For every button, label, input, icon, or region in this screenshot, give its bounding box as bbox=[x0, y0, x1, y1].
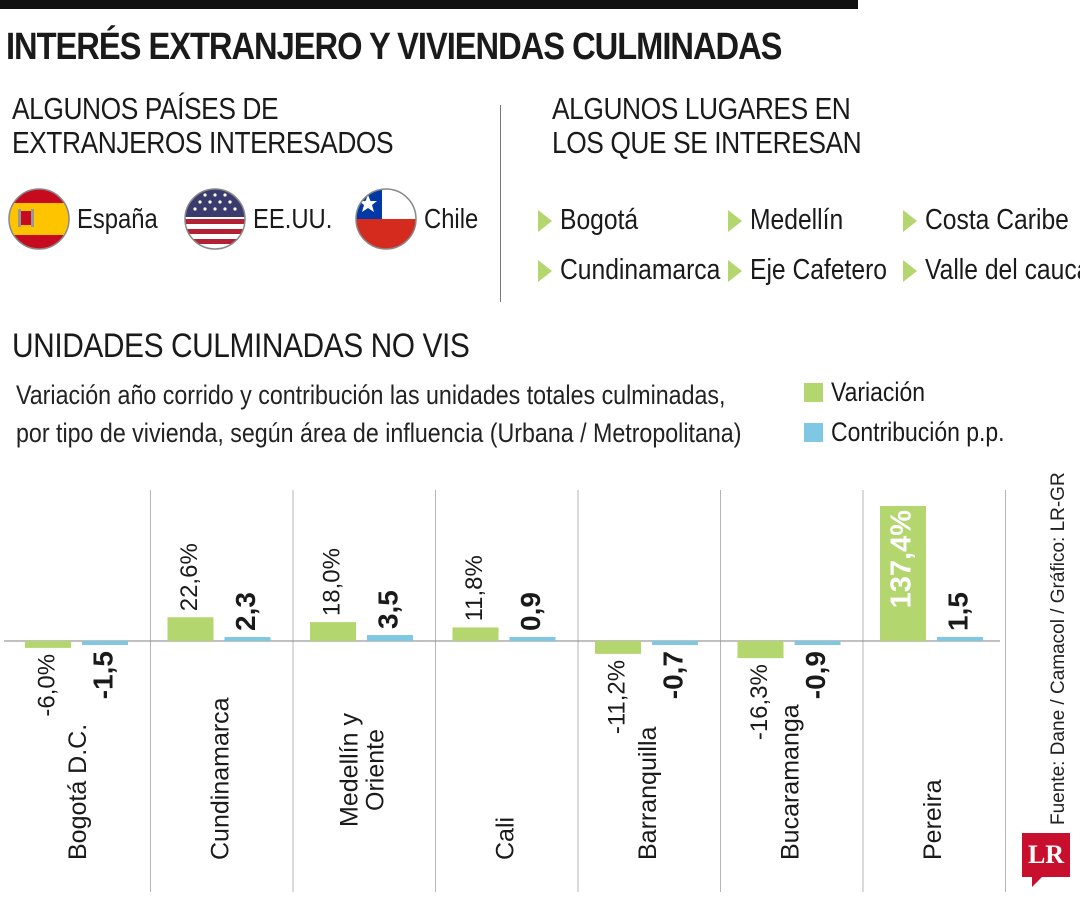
place-label: Cundinamarca bbox=[560, 254, 721, 286]
bar-variacion bbox=[452, 627, 499, 641]
places-title-line2: LOS QUE SE INTERESAN bbox=[552, 125, 862, 160]
bar-contribucion bbox=[509, 637, 556, 641]
main-title: INTERÉS EXTRANJERO Y VIVIENDAS CULMINADA… bbox=[6, 26, 782, 68]
country-label: EE.UU. bbox=[253, 203, 333, 234]
spain-flag-icon bbox=[8, 188, 70, 250]
place-item: Costa Caribe bbox=[903, 204, 1080, 237]
place-label: Valle del cauca bbox=[925, 254, 1080, 286]
category-label: Cundinamarca bbox=[206, 697, 234, 860]
place-item: Valle del cauca bbox=[903, 254, 1080, 287]
legend-label: Variación bbox=[831, 377, 925, 407]
arrow-icon bbox=[903, 209, 917, 232]
chart-subtitle-line1: Variación año corrido y contribución las… bbox=[16, 380, 726, 410]
category-label: Bucaramanga bbox=[776, 704, 804, 860]
data-label-contribucion: -1,5 bbox=[87, 651, 118, 699]
data-label-contribucion: 2,3 bbox=[230, 592, 261, 631]
bar-contribucion bbox=[82, 641, 128, 645]
country-spain: España bbox=[7, 187, 172, 251]
bar-variacion bbox=[25, 641, 71, 648]
data-label-variacion: 137,4% bbox=[886, 510, 918, 609]
section-divider bbox=[500, 105, 501, 302]
place-item: Medellín bbox=[728, 204, 860, 237]
chart-subtitle-line2: por tipo de vivienda, según área de infl… bbox=[16, 418, 742, 448]
legend-label: Contribución p.p. bbox=[831, 417, 1005, 447]
data-label-variacion: 18,0% bbox=[318, 548, 345, 616]
place-label: Medellín bbox=[750, 204, 844, 236]
arrow-icon bbox=[728, 209, 742, 232]
arrow-icon bbox=[538, 209, 552, 232]
data-label-contribucion: -0,7 bbox=[657, 651, 688, 699]
legend-contribucion: Contribución p.p. bbox=[804, 417, 1035, 448]
lr-logo: LR bbox=[1022, 833, 1070, 887]
data-label-contribucion: -0,9 bbox=[800, 651, 831, 699]
place-label: Costa Caribe bbox=[925, 204, 1069, 236]
data-label-variacion: 22,6% bbox=[176, 543, 203, 611]
country-usa: EE.UU. bbox=[183, 187, 346, 251]
category-label: Cali bbox=[491, 817, 519, 860]
countries-title-line2: EXTRANJEROS INTERESADOS bbox=[12, 125, 394, 160]
bar-variacion bbox=[880, 506, 926, 641]
bar-variacion bbox=[737, 641, 784, 659]
legend-variacion: Variación bbox=[804, 377, 942, 408]
data-label-variacion: -6,0% bbox=[33, 654, 60, 717]
place-item: Bogotá bbox=[538, 204, 652, 237]
data-label-contribucion: 0,9 bbox=[515, 592, 546, 631]
country-label: Chile bbox=[424, 203, 479, 234]
places-title: ALGUNOS LUGARES EN LOS QUE SE INTERESAN bbox=[552, 91, 862, 160]
category-label-line: Medellín y bbox=[335, 713, 363, 827]
category-label: Medellín yOriente bbox=[335, 713, 389, 827]
place-label: Eje Cafetero bbox=[750, 254, 888, 286]
source-note: Fuente: Dane / Camacol / Gráfico: LR-GR bbox=[1048, 472, 1069, 825]
arrow-icon bbox=[903, 259, 917, 282]
bar-contribucion bbox=[224, 637, 271, 641]
legend-swatch-variacion bbox=[804, 383, 823, 402]
category-label-line: Oriente bbox=[361, 729, 389, 811]
countries-title: ALGUNOS PAÍSES DE EXTRANJEROS INTERESADO… bbox=[12, 91, 394, 160]
arrow-icon bbox=[538, 259, 552, 282]
country-chile: Chile bbox=[354, 187, 488, 251]
bar-chart: -6,0% -1,5 Bogotá D.C. 22,6% 2,3 Cundinamarca… bbox=[4, 490, 1006, 892]
chart-title: UNIDADES CULMINADAS NO VIS bbox=[12, 327, 470, 365]
category-label: Barranquilla bbox=[634, 726, 662, 860]
bar-contribucion bbox=[367, 635, 413, 641]
bar-variacion bbox=[595, 641, 641, 654]
category-label: Pereira bbox=[919, 779, 947, 860]
bar-variacion bbox=[167, 617, 214, 641]
place-item: Eje Cafetero bbox=[728, 254, 911, 287]
place-label: Bogotá bbox=[560, 204, 639, 236]
legend-swatch-contribucion bbox=[804, 423, 823, 442]
data-label-variacion: -16,3% bbox=[746, 664, 773, 740]
usa-flag-icon bbox=[184, 188, 246, 250]
data-label-contribucion: 1,5 bbox=[942, 592, 973, 631]
countries-title-line1: ALGUNOS PAÍSES DE bbox=[12, 91, 279, 126]
data-label-contribucion: 3,5 bbox=[372, 590, 403, 629]
places-title-line1: ALGUNOS LUGARES EN bbox=[552, 91, 851, 126]
arrow-icon bbox=[728, 259, 742, 282]
top-rule bbox=[0, 0, 858, 9]
bar-contribucion bbox=[794, 641, 841, 645]
chile-flag-icon bbox=[355, 188, 417, 250]
country-label: España bbox=[77, 203, 158, 234]
bar-contribucion bbox=[652, 641, 698, 645]
data-label-variacion: -11,2% bbox=[603, 660, 630, 734]
data-label-variacion: 11,8% bbox=[461, 555, 488, 621]
place-item: Cundinamarca bbox=[538, 254, 749, 287]
bar-variacion bbox=[310, 622, 356, 641]
bar-contribucion bbox=[937, 637, 983, 641]
category-label: Bogotá D.C. bbox=[64, 724, 92, 860]
